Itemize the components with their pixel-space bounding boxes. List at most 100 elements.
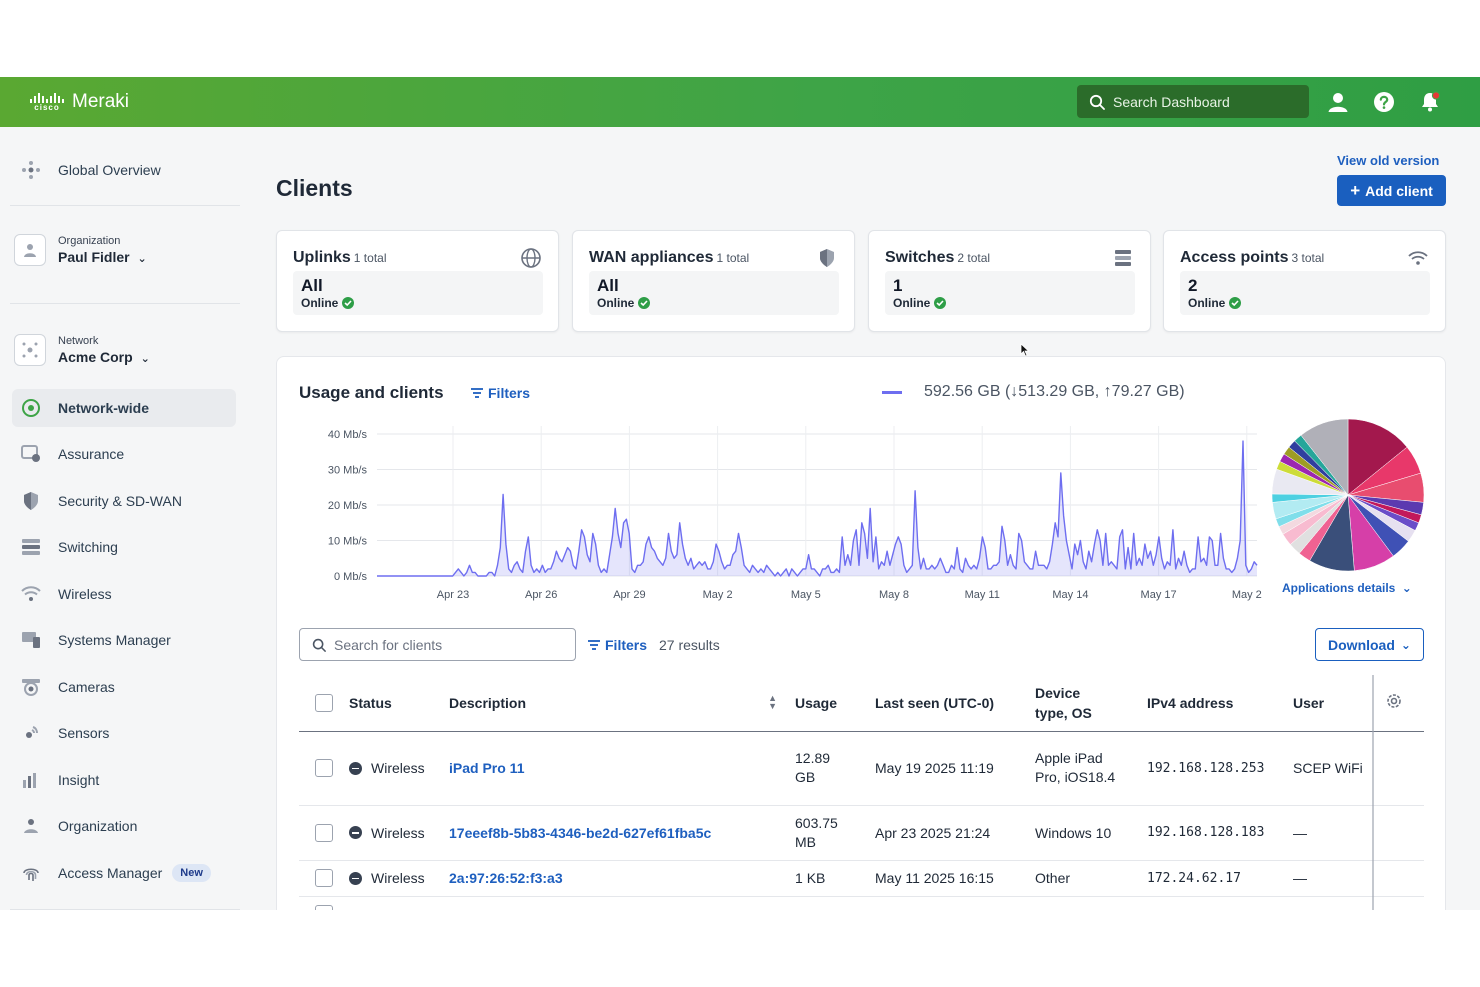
fingerprint-icon (20, 862, 42, 884)
user-icon[interactable] (1327, 91, 1349, 113)
sidebar-item-switching[interactable]: Switching (12, 528, 236, 566)
filter-icon (471, 388, 483, 398)
sort-icon[interactable]: ▲ ▼ (768, 693, 777, 711)
search-placeholder: Search Dashboard (1113, 93, 1230, 110)
row-checkbox[interactable] (315, 905, 333, 910)
add-client-button[interactable]: + Add client (1337, 175, 1446, 206)
sidebar-item-label: Global Overview (58, 162, 161, 178)
applications-pie-chart[interactable] (1271, 418, 1425, 572)
client-description-link[interactable]: iPad Pro 11 (449, 760, 525, 776)
add-client-label: Add client (1365, 182, 1433, 199)
mouse-cursor-icon (1020, 343, 1030, 357)
select-all-checkbox[interactable] (315, 693, 333, 712)
sidebar-item-wireless[interactable]: Wireless (12, 575, 236, 613)
brand-logo[interactable]: cisco Meraki (30, 87, 129, 117)
client-filters-button[interactable]: Filters (587, 637, 647, 653)
pie-slice[interactable] (1300, 418, 1349, 496)
card-total: 1 total (353, 251, 387, 265)
x-tick-label: May 14 (1052, 589, 1088, 601)
download-label: Download (1328, 636, 1395, 653)
sidebar-item-global-overview[interactable]: Global Overview (12, 151, 236, 189)
table-row[interactable]: Wireless 17eeef8b-5b83-4346-be2d-627ef61… (299, 805, 1424, 861)
client-search-input[interactable]: Search for clients (299, 628, 576, 661)
card-status: Online (597, 296, 635, 310)
network-selector[interactable]: Network Acme Corp ⌄ (14, 325, 240, 375)
sidebar-item-insight[interactable]: Insight (12, 761, 236, 799)
organization-nav-icon (20, 815, 42, 837)
table-row[interactable]: Wireless 2a:97:26:52:f3:a3 1 KB May 11 2… (299, 860, 1424, 897)
cisco-wordmark: cisco (34, 102, 60, 112)
online-check-icon (638, 297, 651, 309)
table-settings[interactable] (1364, 675, 1424, 732)
applications-details-label: Applications details (1282, 581, 1396, 595)
cisco-logo-icon: cisco (30, 92, 64, 112)
y-tick-label: 30 Mb/s (328, 465, 368, 477)
sidebar-item-assurance[interactable]: Assurance (12, 435, 236, 473)
sidebar: Global Overview Organization Paul Fidler… (0, 127, 250, 910)
sidebar-item-systems-manager[interactable]: Systems Manager (12, 621, 236, 659)
usage-filters-button[interactable]: Filters (470, 385, 530, 401)
sidebar-item-organization[interactable]: Organization (12, 807, 236, 845)
device-type: Apple iPad (1035, 750, 1103, 766)
pie-slice[interactable] (1347, 418, 1408, 496)
usage-unit: KB (806, 870, 826, 886)
usage-line-chart[interactable]: 0 Mb/s 10 Mb/s 20 Mb/s 30 Mb/s 40 Mb/s Apr 23… (277, 407, 1267, 607)
column-header-last-seen[interactable]: Last seen (UTC-0) (875, 675, 1035, 732)
notifications-bell-icon[interactable] (1419, 91, 1441, 113)
sidebar-item-label: Sensors (58, 725, 110, 741)
card-title: Switches (885, 249, 955, 266)
last-seen: May 11 2025 16:15 (875, 860, 1035, 897)
device-os: Pro, iOS18.4 (1035, 769, 1116, 785)
sidebar-item-cameras[interactable]: Cameras (12, 668, 236, 706)
sidebar-item-security-sdwan[interactable]: Security & SD-WAN (12, 482, 236, 520)
row-checkbox[interactable] (315, 759, 333, 777)
view-old-version-link[interactable]: View old version (1337, 153, 1440, 168)
download-button[interactable]: Download ⌄ (1315, 628, 1424, 661)
shield-icon (820, 249, 834, 267)
sidebar-divider (10, 909, 240, 910)
column-header-status[interactable]: Status (349, 675, 449, 732)
organization-label: Organization (58, 235, 121, 247)
organization-selector[interactable]: Organization Paul Fidler ⌄ (14, 225, 240, 275)
row-checkbox[interactable] (315, 869, 333, 887)
table-row[interactable]: Wireless iPad Pro 11 12.89 GB May 19 2025… (299, 731, 1424, 806)
column-header-user[interactable]: User (1293, 675, 1364, 732)
dashboard-search[interactable]: Search Dashboard (1077, 85, 1309, 118)
client-description-link[interactable]: 17eeef8b-5b83-4346-be2d-627ef61fba5c (449, 824, 712, 841)
chevron-down-icon: ⌄ (140, 353, 150, 365)
row-checkbox[interactable] (315, 823, 333, 842)
access-points-card[interactable]: Access points 3 total 2 Online (1163, 230, 1446, 332)
gear-icon[interactable] (1385, 692, 1403, 710)
sidebar-item-access-manager[interactable]: Access Manager New (12, 854, 236, 892)
organization-icon (14, 234, 46, 266)
y-tick-label: 10 Mb/s (328, 536, 368, 548)
sidebar-item-sensors[interactable]: Sensors (12, 714, 236, 752)
app-name: Meraki (72, 91, 130, 112)
clients-table: Status Description ▲ ▼ Usage Last seen (U… (299, 675, 1424, 910)
switches-card[interactable]: Switches 2 total 1 Online (868, 230, 1151, 332)
usage-value: 12.89 (795, 750, 831, 766)
uplinks-card[interactable]: Uplinks 1 total All Online (276, 230, 559, 332)
help-icon[interactable] (1373, 91, 1395, 113)
x-tick-label: Apr 29 (613, 589, 645, 601)
table-row[interactable] (299, 896, 1424, 910)
sidebar-item-label: Assurance (58, 446, 125, 462)
bar-chart-icon (20, 769, 42, 791)
x-tick-label: May 17 (1141, 589, 1177, 601)
client-description-link[interactable]: 2a:97:26:52:f3:a3 (449, 870, 563, 886)
column-header-ipv4[interactable]: IPv4 address (1147, 675, 1293, 732)
ipv4-address: 172.24.62.17 (1147, 860, 1293, 897)
wan-appliances-card[interactable]: WAN appliances 1 total All Online (572, 230, 855, 332)
sidebar-item-network-wide[interactable]: Network-wide (12, 389, 236, 427)
applications-details-link[interactable]: Applications details ⌄ (1282, 581, 1412, 595)
legend-total: 592.56 GB (↓513.29 GB, ↑79.27 GB) (924, 383, 1185, 400)
column-header-description[interactable]: Description ▲ ▼ (449, 675, 795, 732)
online-check-icon (934, 297, 947, 309)
devices-icon (20, 629, 42, 651)
chevron-down-icon: ⌄ (1400, 637, 1411, 652)
sticky-column-edge (1372, 675, 1374, 910)
column-header-device-type[interactable]: Device type, OS (1035, 675, 1147, 732)
column-header-usage[interactable]: Usage (795, 675, 875, 732)
usage-value: 603.75 (795, 814, 838, 831)
online-check-icon (1229, 297, 1242, 309)
